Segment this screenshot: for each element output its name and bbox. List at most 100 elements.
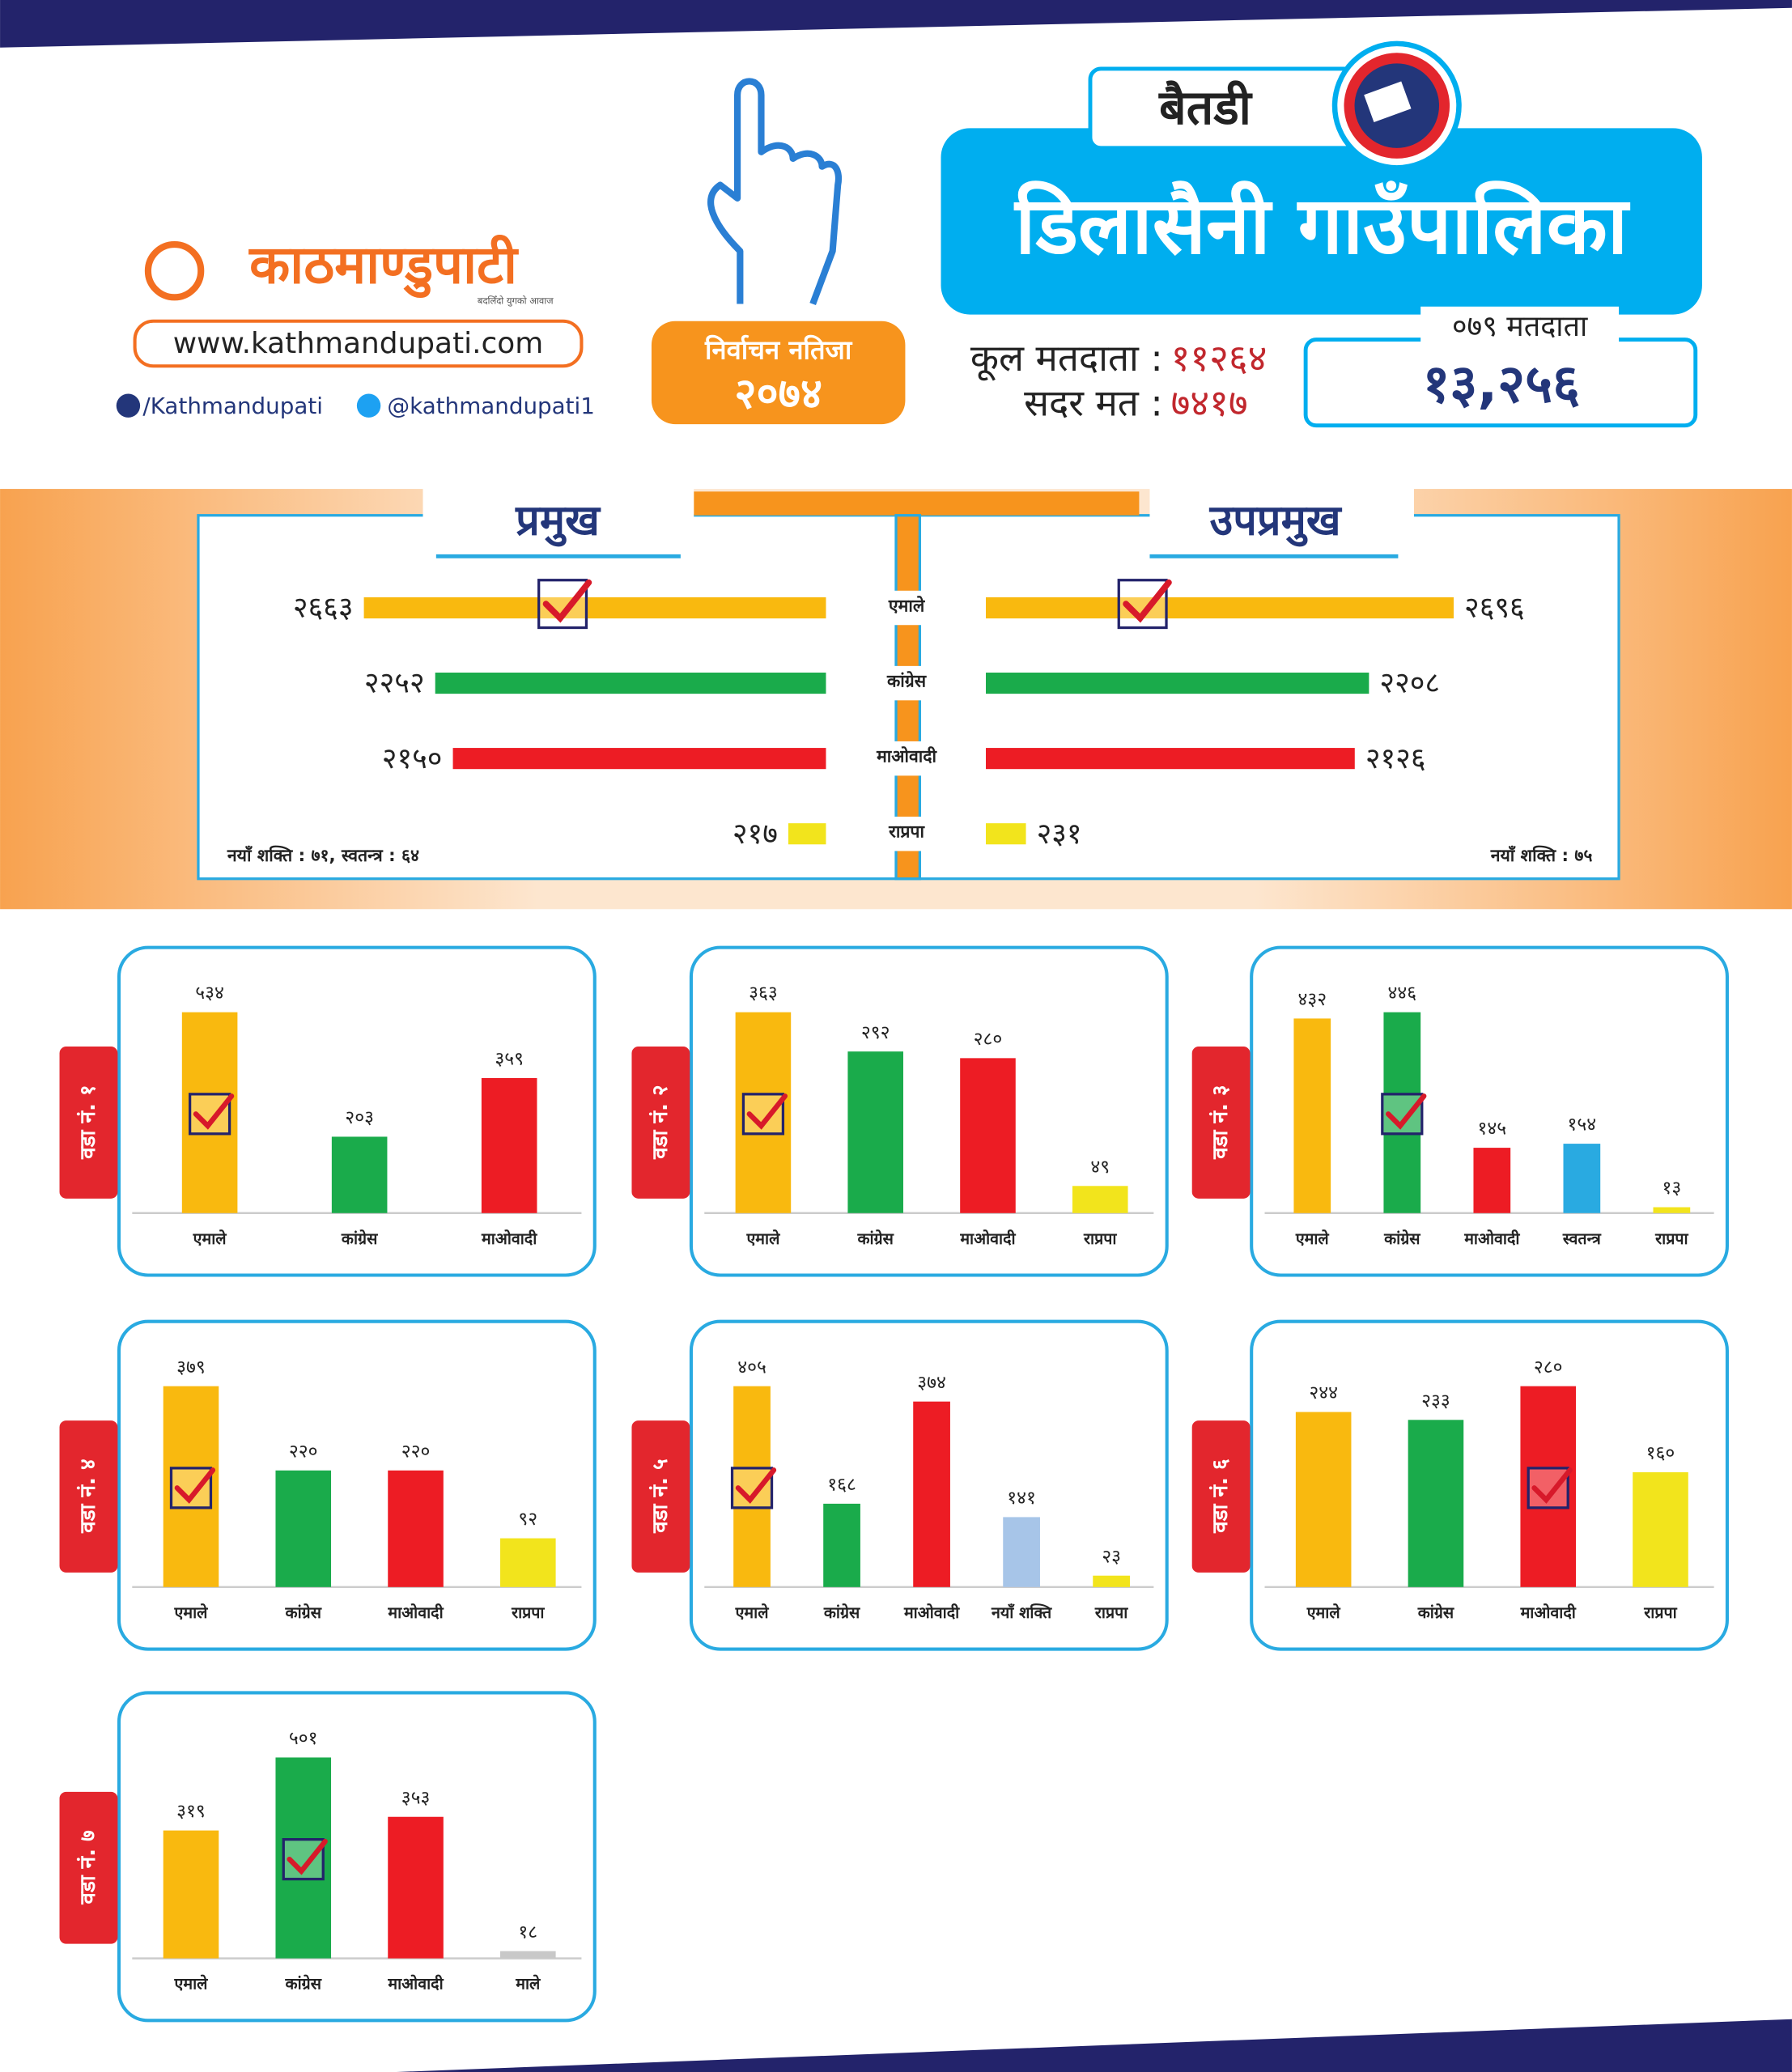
- value-label: ४४६: [1387, 983, 1416, 1004]
- ward-title: वडा नं. ५: [648, 1458, 673, 1533]
- value-label: २३: [1102, 1546, 1121, 1567]
- winner-check: [174, 1467, 216, 1504]
- category-label: माओवादी: [1520, 1603, 1577, 1622]
- winner-check: [193, 1093, 235, 1130]
- bar: [1072, 1186, 1128, 1213]
- bar: [788, 823, 826, 845]
- tagline: बदलिँदो युगको आवाज: [478, 295, 554, 308]
- municipality: डिलासैनी गाउँपालिका: [1013, 180, 1631, 273]
- hand-icon: [707, 78, 843, 305]
- value-label: ९२: [518, 1509, 537, 1530]
- value-label: २०३: [345, 1107, 374, 1128]
- bar: [1473, 1148, 1511, 1213]
- value-label: ४९: [1090, 1157, 1110, 1178]
- winner-check: [1531, 1467, 1573, 1504]
- panel-note: नयाँ शक्ति : ७५: [1490, 845, 1593, 866]
- category-label: कांग्रेस: [1417, 1603, 1454, 1622]
- value-label: २६६३: [293, 592, 354, 625]
- category-label: एमाले: [174, 1975, 209, 1993]
- logo-text: काठमाण्डुपाटी: [248, 234, 519, 298]
- bar: [1295, 1412, 1352, 1587]
- ward-box: [689, 945, 1169, 1277]
- value-label: २९२: [861, 1022, 890, 1043]
- ward-box: [1250, 1319, 1729, 1651]
- bar: [913, 1401, 950, 1587]
- badge-title: निर्वाचन नतिजा: [704, 334, 853, 365]
- bar: [1633, 1472, 1688, 1587]
- value-label: ३६३: [749, 983, 778, 1004]
- value-label: १६८: [827, 1475, 856, 1496]
- bar: [452, 748, 826, 770]
- facebook: /Kathmandupati: [142, 393, 323, 419]
- ward-tab: [631, 1047, 690, 1199]
- value-label: १४५: [1478, 1119, 1507, 1140]
- value-label: २६९६: [1464, 592, 1525, 625]
- category-label: एमाले: [174, 1603, 209, 1622]
- value-label: २१५०: [382, 742, 443, 775]
- winner-check: [542, 579, 592, 623]
- ward-box: [117, 1319, 597, 1651]
- party-label-box: [859, 665, 954, 701]
- category-label: राप्रपा: [1083, 1229, 1117, 1248]
- category-label: स्वतन्त्र: [1562, 1229, 1602, 1248]
- voters-079-tab: [1420, 306, 1620, 346]
- ward-title: वडा नं. ६: [1208, 1458, 1233, 1534]
- website: www.kathmandupati.com: [173, 327, 543, 360]
- badge-year: २०७४: [734, 370, 822, 418]
- value-label: ४३२: [1297, 989, 1327, 1010]
- ward-tab: [59, 1420, 118, 1573]
- bar: [435, 673, 826, 694]
- ward-box: [1250, 945, 1729, 1277]
- category-label: कांग्रेस: [285, 1603, 322, 1622]
- ballot-paper: [1364, 81, 1412, 122]
- bar: [1093, 1575, 1130, 1587]
- ward-title: वडा नं. २: [648, 1085, 673, 1159]
- category-label: माओवादी: [959, 1229, 1016, 1248]
- voters-079: १३,२५६: [1422, 353, 1580, 414]
- valid-votes: ७४१७: [1171, 382, 1248, 425]
- ward-title: वडा नं. ३: [1208, 1085, 1233, 1159]
- bar: [163, 1830, 219, 1959]
- category-label: एमाले: [735, 1603, 770, 1622]
- ward-title: वडा नं. ४: [76, 1458, 100, 1533]
- category-label: माओवादी: [387, 1975, 444, 1993]
- value-label: ३५९: [495, 1049, 524, 1070]
- winner-check: [746, 1093, 788, 1130]
- value-label: ३७४: [917, 1372, 946, 1393]
- ward-box: [117, 1691, 597, 2023]
- category-label: कांग्रेस: [341, 1229, 378, 1248]
- ward-box: [117, 945, 597, 1277]
- bar: [331, 1136, 388, 1213]
- ward-tab: [59, 1047, 118, 1199]
- bar: [481, 1077, 537, 1213]
- total-voters-label: कूल मतदाता :: [970, 337, 1163, 381]
- value-label: ५०१: [289, 1728, 318, 1749]
- bar: [823, 1503, 860, 1587]
- value-label: २३३: [1421, 1391, 1450, 1412]
- category-label: राप्रपा: [1654, 1229, 1688, 1248]
- panel-note: नयाँ शक्ति : ७१, स्वतन्त्र : ६४: [227, 845, 419, 866]
- category-label: नयाँ शक्ति: [991, 1603, 1052, 1622]
- category-label: राप्रपा: [511, 1603, 545, 1622]
- bar: [986, 823, 1026, 845]
- value-label: २१२६: [1365, 742, 1426, 775]
- category-label: एमाले: [193, 1229, 227, 1248]
- winner-check: [735, 1467, 777, 1504]
- category-label: राप्रपा: [1094, 1603, 1128, 1622]
- bar: [1408, 1420, 1464, 1587]
- valid-votes-label: सदर मत :: [1024, 382, 1163, 425]
- bar: [1653, 1207, 1691, 1213]
- district: बैतडी: [1158, 79, 1252, 135]
- category-label: एमाले: [1306, 1603, 1341, 1622]
- party-label-box: [859, 741, 954, 776]
- bar: [847, 1051, 903, 1213]
- category-label: कांग्रेस: [823, 1603, 860, 1622]
- ward-title: वडा नं. १: [76, 1085, 100, 1159]
- title-box: [941, 128, 1702, 315]
- website-box: [133, 319, 584, 368]
- bar: [986, 673, 1369, 694]
- value-label: २४४: [1309, 1382, 1338, 1403]
- party-label-box: [859, 816, 954, 851]
